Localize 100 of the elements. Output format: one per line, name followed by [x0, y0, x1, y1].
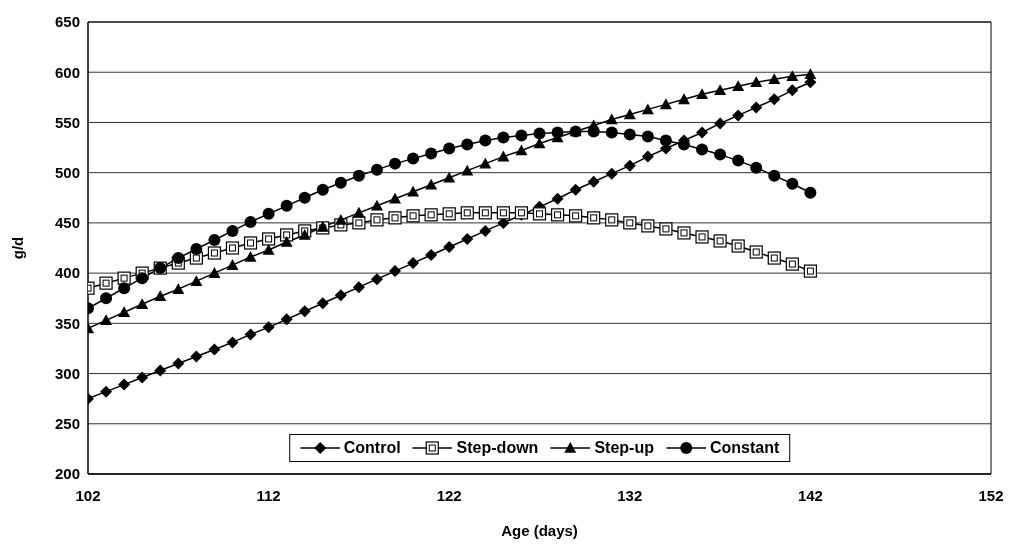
point	[532, 207, 547, 221]
y-tick-label: 650	[54, 13, 80, 31]
point	[136, 272, 149, 285]
y-tick-label: 550	[54, 113, 80, 131]
x-tick-label: 102	[75, 486, 101, 504]
point	[118, 306, 131, 318]
y-tick-label: 600	[54, 63, 80, 81]
point	[515, 129, 528, 142]
x-tick-label: 132	[617, 486, 643, 504]
point	[587, 125, 600, 138]
point	[352, 281, 365, 294]
point	[207, 246, 222, 260]
point	[389, 265, 402, 278]
point	[533, 127, 546, 140]
point	[732, 80, 745, 92]
point	[497, 131, 510, 144]
point	[443, 171, 456, 183]
point	[786, 70, 799, 82]
point	[118, 378, 131, 391]
point	[479, 134, 492, 147]
point	[605, 126, 618, 139]
point	[804, 186, 817, 199]
point	[352, 169, 365, 182]
point	[714, 84, 727, 96]
y-tick-label: 250	[54, 415, 80, 433]
point	[623, 159, 636, 172]
point	[244, 251, 257, 262]
point	[461, 232, 474, 245]
point	[298, 228, 311, 240]
point	[316, 183, 329, 196]
point	[154, 364, 167, 377]
point	[714, 148, 727, 161]
point	[407, 257, 420, 270]
point	[515, 144, 528, 156]
x-tick-label: 152	[978, 486, 1004, 504]
point	[551, 192, 564, 205]
point	[172, 283, 185, 294]
point	[425, 249, 438, 262]
point	[136, 298, 149, 310]
y-axis-title: g/d	[9, 236, 27, 260]
point	[370, 163, 383, 176]
point	[298, 305, 311, 318]
point	[226, 336, 239, 349]
point	[262, 244, 275, 255]
point	[659, 98, 672, 110]
legend-label: Step-down	[456, 439, 539, 457]
y-tick-label: 450	[54, 214, 80, 232]
point	[407, 185, 420, 197]
point	[479, 157, 492, 169]
x-tick-label: 112	[256, 486, 281, 504]
point	[243, 236, 258, 250]
point	[190, 243, 203, 255]
y-tick-label: 350	[54, 314, 80, 332]
point	[768, 73, 781, 85]
point	[605, 113, 618, 125]
point	[244, 215, 257, 228]
point	[605, 167, 618, 180]
x-axis-title: Age (days)	[501, 522, 578, 539]
point	[280, 313, 293, 326]
point	[226, 224, 239, 237]
point	[370, 273, 383, 286]
point	[208, 267, 221, 278]
point	[298, 191, 311, 204]
x-tick-label: 122	[436, 486, 462, 504]
point	[569, 183, 582, 196]
point	[425, 147, 438, 160]
point	[623, 108, 636, 120]
point	[100, 385, 113, 398]
point	[334, 289, 347, 302]
point	[280, 199, 293, 212]
point	[334, 176, 347, 189]
point	[804, 68, 817, 80]
point	[154, 290, 167, 302]
point	[389, 157, 402, 170]
point	[750, 101, 763, 114]
legend-label: Constant	[709, 439, 780, 457]
point	[641, 130, 654, 143]
point	[732, 109, 745, 122]
point	[389, 192, 402, 204]
point	[497, 150, 510, 162]
point	[786, 84, 799, 97]
y-tick-label: 400	[54, 264, 80, 282]
point	[226, 259, 239, 270]
point	[280, 235, 293, 247]
point	[118, 282, 131, 295]
point	[225, 241, 240, 255]
point	[190, 275, 203, 286]
point	[768, 169, 781, 182]
point	[551, 126, 564, 139]
point	[370, 199, 383, 211]
point	[550, 208, 565, 222]
point	[316, 297, 329, 310]
point	[172, 357, 185, 370]
point	[587, 175, 600, 188]
point	[334, 213, 347, 225]
point	[244, 328, 257, 341]
point	[100, 314, 113, 326]
x-tick-label: 142	[797, 486, 823, 504]
point	[696, 126, 709, 139]
point	[696, 88, 709, 100]
